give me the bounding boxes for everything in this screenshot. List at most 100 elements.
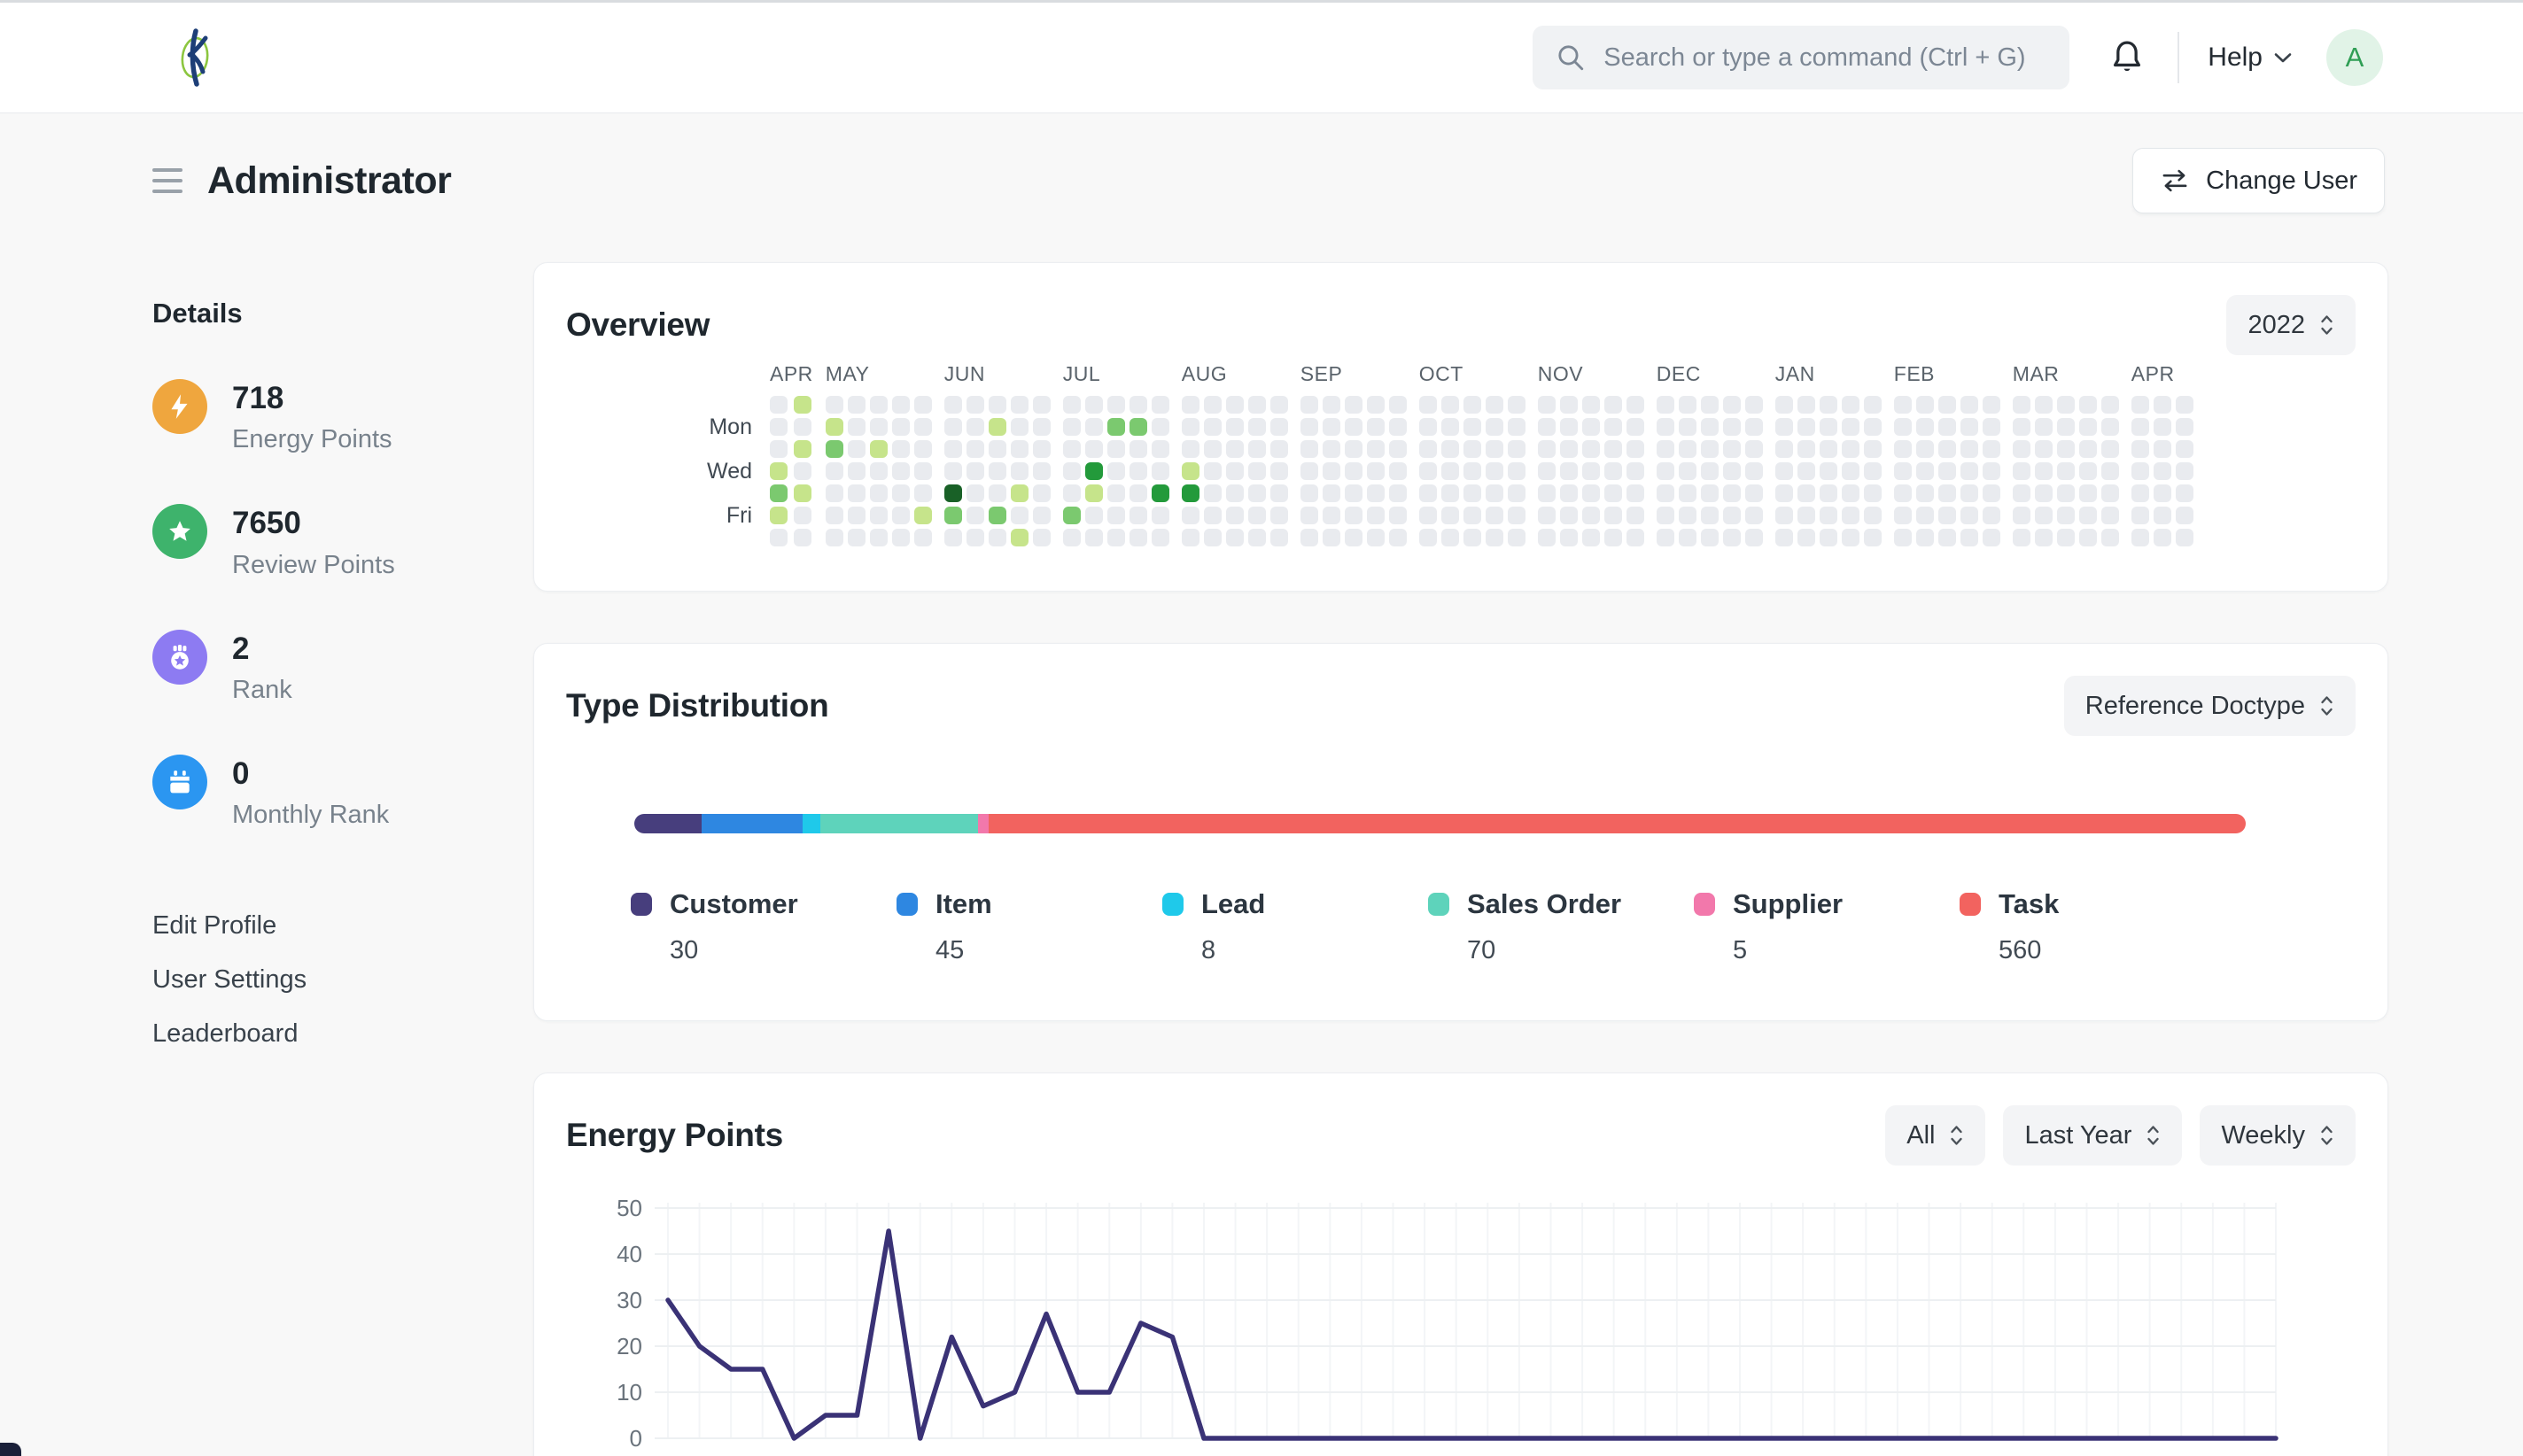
edit-profile-link[interactable]: Edit Profile	[152, 911, 533, 941]
heatmap-cell	[1604, 529, 1622, 546]
heatmap-cell	[1626, 462, 1644, 480]
heatmap-cell	[1657, 462, 1674, 480]
heatmap-cell	[1248, 484, 1266, 502]
heatmap-cell	[1538, 462, 1556, 480]
heatmap-cell	[1657, 484, 1674, 502]
page-title: Administrator	[207, 159, 451, 203]
app-logo[interactable]	[174, 27, 218, 88]
heatmap-cell	[1486, 507, 1503, 524]
heatmap-cell	[989, 529, 1006, 546]
type-distribution-title: Type Distribution	[566, 687, 828, 724]
heatmap-cell	[1248, 440, 1266, 458]
user-avatar[interactable]: A	[2326, 29, 2383, 86]
heatmap-cell	[1701, 529, 1719, 546]
heatmap-cell	[1916, 484, 1934, 502]
menu-toggle-icon[interactable]	[152, 165, 182, 197]
heatmap-cell	[2057, 484, 2075, 502]
heatmap-cell	[2035, 418, 2053, 436]
heatmap-cell	[1419, 529, 1437, 546]
heatmap-cell	[892, 462, 910, 480]
heatmap-cell	[1204, 507, 1222, 524]
heatmap-cell	[892, 507, 910, 524]
legend-value: 5	[1733, 936, 1960, 965]
heatmap-cell	[848, 396, 866, 414]
heatmap-cell	[1864, 418, 1882, 436]
type-distribution-card: Type Distribution Reference Doctype Cust…	[533, 643, 2388, 1021]
heatmap-cell	[1367, 396, 1385, 414]
heatmap-month: AUG	[1182, 362, 1288, 546]
year-select[interactable]: 2022	[2226, 295, 2356, 355]
heatmap-cell	[1367, 418, 1385, 436]
energy-points-label: Energy Points	[232, 425, 392, 454]
rank-value: 2	[232, 630, 292, 667]
corner-widget[interactable]	[0, 1443, 21, 1456]
time-range-select[interactable]: Last Year	[2003, 1105, 2182, 1166]
heatmap-cell	[870, 418, 888, 436]
heatmap-cell	[1842, 418, 1859, 436]
heatmap-cell	[2057, 396, 2075, 414]
notifications-button[interactable]	[2107, 37, 2147, 78]
heatmap-cell	[967, 507, 984, 524]
rank-icon	[152, 630, 207, 685]
heatmap-cell	[1864, 440, 1882, 458]
heatmap-cell	[2035, 507, 2053, 524]
heatmap-cell	[826, 507, 843, 524]
legend-swatch	[897, 893, 918, 916]
help-menu[interactable]: Help	[2208, 43, 2293, 73]
heatmap-cell	[967, 484, 984, 502]
heatmap-cell	[770, 462, 788, 480]
heatmap-cell	[794, 462, 811, 480]
heatmap-cell	[1389, 507, 1407, 524]
heatmap-cell	[1820, 418, 1837, 436]
heatmap-cell	[1130, 440, 1147, 458]
heatmap-cell	[1538, 529, 1556, 546]
legend-value: 45	[935, 936, 1162, 965]
help-label: Help	[2208, 43, 2263, 73]
heatmap-cell	[1226, 396, 1244, 414]
year-select-value: 2022	[2247, 311, 2305, 340]
legend-item: Supplier5	[1694, 888, 1960, 965]
global-search[interactable]	[1533, 26, 2069, 89]
heatmap-cell	[2013, 507, 2030, 524]
user-settings-link[interactable]: User Settings	[152, 965, 533, 995]
heatmap-cell	[1820, 529, 1837, 546]
heatmap-cell	[1107, 418, 1125, 436]
heatmap-cell	[1389, 440, 1407, 458]
heatmap-cell	[1820, 484, 1837, 502]
heatmap-cell	[1367, 462, 1385, 480]
heatmap-cell	[1797, 507, 1815, 524]
heatmap-cell	[770, 418, 788, 436]
heatmap-cell	[2176, 507, 2193, 524]
heatmap-cell	[1063, 529, 1081, 546]
heatmap-cell	[1389, 396, 1407, 414]
type-distribution-legend: Customer30Item45Lead8Sales Order70Suppli…	[631, 888, 2356, 965]
heatmap-cell	[1894, 484, 1912, 502]
filter-type-select[interactable]: All	[1885, 1105, 1985, 1166]
legend-value: 8	[1201, 936, 1428, 965]
heatmap-cell	[1723, 418, 1741, 436]
change-user-button[interactable]: Change User	[2132, 148, 2385, 213]
heatmap-cell	[1775, 462, 1793, 480]
heatmap-month: SEP	[1300, 362, 1407, 546]
heatmap-cell	[826, 396, 843, 414]
heatmap-cell	[1679, 440, 1696, 458]
heatmap-cell	[1842, 529, 1859, 546]
heatmap-cell	[1463, 440, 1481, 458]
search-input[interactable]	[1603, 43, 2046, 73]
heatmap-cell	[1508, 396, 1525, 414]
heatmap-cell	[1864, 484, 1882, 502]
heatmap-cell	[1367, 484, 1385, 502]
heatmap-cell	[1938, 462, 1956, 480]
frequency-select[interactable]: Weekly	[2200, 1105, 2356, 1166]
leaderboard-link[interactable]: Leaderboard	[152, 1019, 533, 1049]
heatmap-cell	[2035, 440, 2053, 458]
heatmap-cell	[1248, 462, 1266, 480]
heatmap-cell	[1604, 462, 1622, 480]
reference-doctype-select[interactable]: Reference Doctype	[2064, 676, 2356, 736]
heatmap-cell	[989, 440, 1006, 458]
sidebar-links: Edit Profile User Settings Leaderboard	[152, 911, 533, 1049]
heatmap-cell	[1820, 440, 1837, 458]
heatmap-cell	[1657, 396, 1674, 414]
bar-segment-task	[989, 814, 2246, 833]
heatmap-cell	[1367, 529, 1385, 546]
